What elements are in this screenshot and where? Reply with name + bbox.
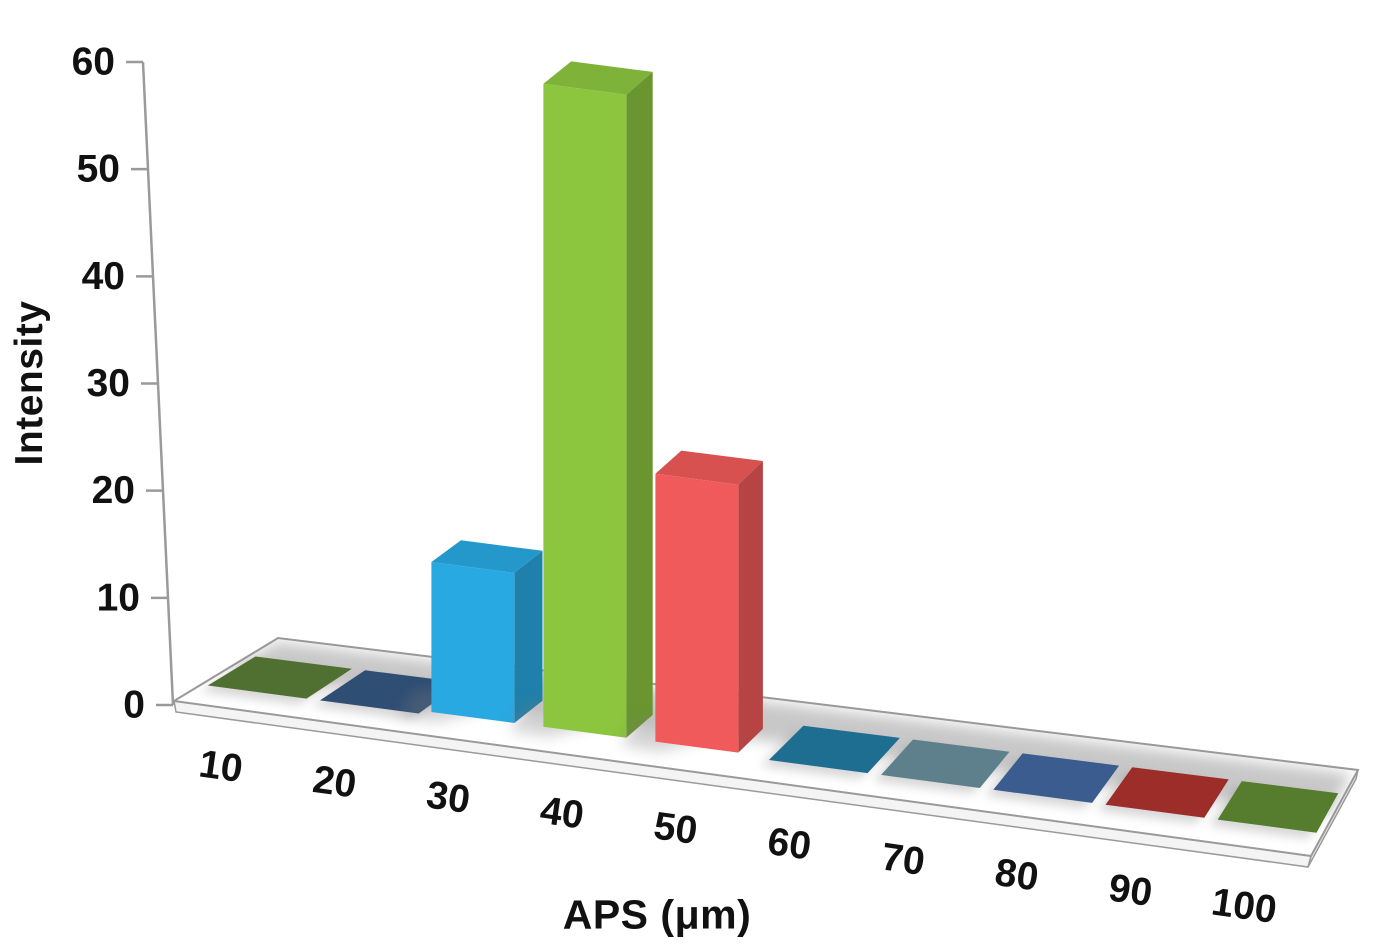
x-tick-label: 10	[196, 742, 245, 791]
y-axis: 0 10 20 30 40 50 60	[72, 41, 175, 727]
y-tick-label: 50	[77, 148, 120, 191]
y-axis-title: Intensity	[8, 300, 51, 466]
x-axis-title: APS (μm)	[562, 891, 752, 938]
floor-tile-10	[199, 656, 352, 705]
floor-tile-60	[760, 725, 900, 780]
y-tick-label: 20	[92, 469, 135, 512]
x-tick-label: 70	[879, 835, 928, 884]
floor-tile-70	[873, 739, 1010, 794]
floor-tile-80	[985, 753, 1120, 809]
bars	[397, 61, 763, 753]
x-tick-label: 100	[1209, 880, 1279, 932]
y-tick-label: 10	[97, 576, 140, 619]
x-tick-label: 90	[1106, 866, 1155, 915]
x-tick-label: 30	[424, 773, 473, 822]
x-tick-label: 60	[765, 820, 814, 869]
y-tick-label: 60	[72, 41, 115, 84]
y-tick-label: 0	[123, 684, 145, 727]
x-tick-label: 20	[310, 758, 359, 807]
y-tick-label: 40	[82, 255, 125, 298]
floor-tile-100	[1209, 781, 1339, 839]
x-tick-label: 40	[537, 789, 586, 838]
x-tick-label: 50	[651, 804, 700, 853]
bar-50	[621, 450, 763, 753]
bar-40	[509, 61, 653, 738]
y-tick-label: 30	[87, 362, 130, 405]
bar-30	[397, 540, 543, 723]
floor-tile-90	[1097, 767, 1229, 824]
x-axis-labels: 10 20 30 40 50 60 70 80 90 100	[196, 742, 1279, 932]
x-tick-label: 80	[992, 851, 1041, 900]
